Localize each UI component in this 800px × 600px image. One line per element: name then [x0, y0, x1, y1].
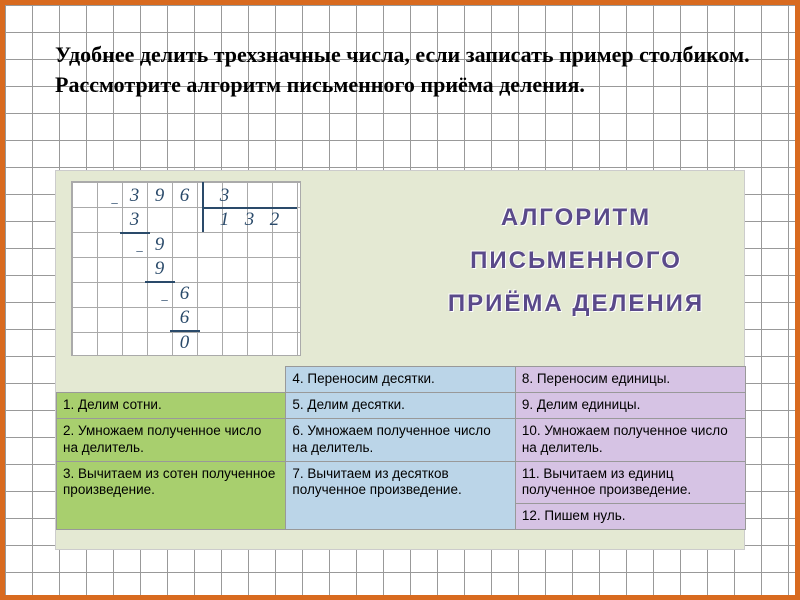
sub-line [120, 232, 150, 234]
step-cell: 9. Делим единицы. [515, 392, 745, 418]
algorithm-heading: АЛГОРИТМ ПИСЬМЕННОГО ПРИЁМА ДЕЛЕНИЯ [416, 196, 736, 326]
page-title: Удобнее делить трехзначные числа, если з… [55, 40, 755, 99]
step-cell: 8. Переносим единицы. [515, 367, 745, 393]
sub-digit: 6 [172, 307, 197, 329]
divisor: 3 [212, 185, 237, 207]
division-example: 3 9 6 3 1 3 2 − 3 9 − 9 6 − 6 0 [71, 181, 301, 356]
step-cell: 3. Вычитаем из сотен полученное произвед… [57, 461, 286, 530]
step-cell: 4. Переносим десятки. [286, 367, 515, 393]
steps-table: 4. Переносим десятки. 8. Переносим едини… [56, 366, 746, 530]
rem-digit: 6 [172, 283, 197, 305]
quotient-digit: 2 [262, 209, 287, 231]
dividend-digit: 3 [122, 185, 147, 207]
step-cell: 12. Пишем нуль. [515, 504, 745, 530]
quotient-digit: 1 [212, 209, 237, 231]
step-cell: 6. Умножаем полученное число на делитель… [286, 418, 515, 461]
rem-digit: 0 [172, 332, 197, 354]
minus-sign: − [132, 245, 147, 261]
dividend-digit: 6 [172, 185, 197, 207]
step-cell: 1. Делим сотни. [57, 392, 286, 418]
algo-line: ПИСЬМЕННОГО [416, 239, 736, 282]
algo-line: ПРИЁМА ДЕЛЕНИЯ [416, 282, 736, 325]
dividend-digit: 9 [147, 185, 172, 207]
sub-digit: 3 [122, 209, 147, 231]
content-panel: 3 9 6 3 1 3 2 − 3 9 − 9 6 − 6 0 АЛГОРИТМ… [55, 170, 745, 550]
algo-line: АЛГОРИТМ [416, 196, 736, 239]
step-cell: 11. Вычитаем из единиц полученное произв… [515, 461, 745, 504]
rem-digit: 9 [147, 234, 172, 256]
step-cell: 10. Умножаем полученное число на делител… [515, 418, 745, 461]
step-cell: 2. Умножаем полученное число на делитель… [57, 418, 286, 461]
quotient-digit: 3 [237, 209, 262, 231]
minus-sign: − [157, 294, 172, 310]
step-cell: 5. Делим десятки. [286, 392, 515, 418]
blank-cell [57, 367, 286, 393]
sub-digit: 9 [147, 258, 172, 280]
minus-sign: − [107, 197, 122, 213]
step-cell: 7. Вычитаем из десятков полученное произ… [286, 461, 515, 530]
sub-line [145, 281, 175, 283]
